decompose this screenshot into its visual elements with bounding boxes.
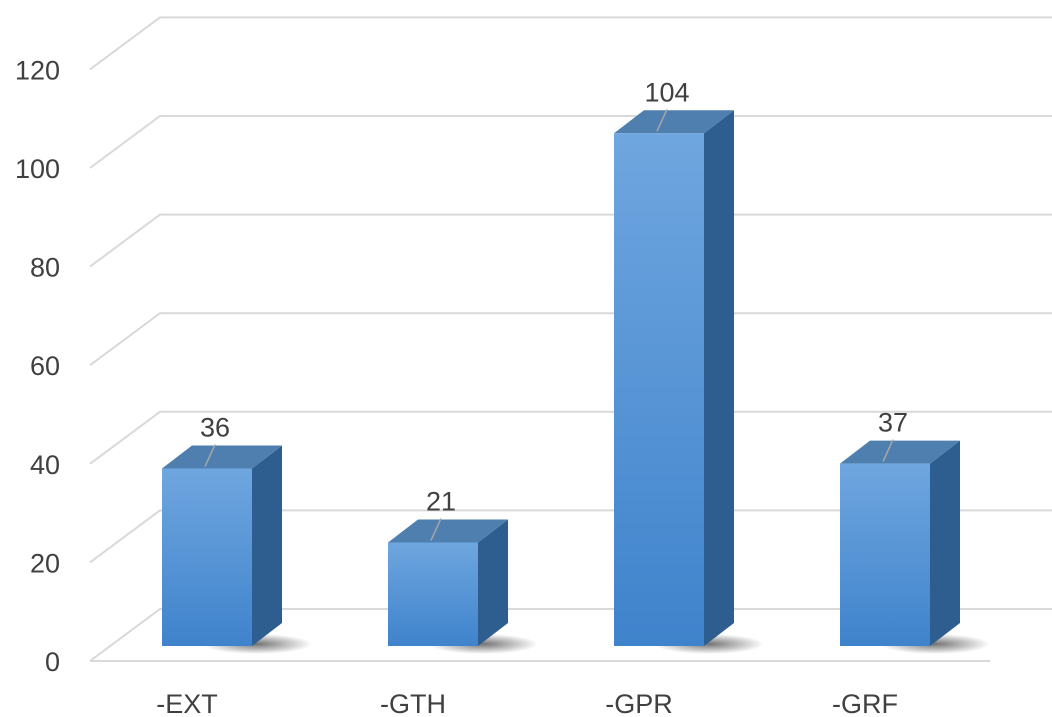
x-category-label: -EXT [156,689,218,717]
y-tick-label: 80 [30,253,60,283]
gridline [89,312,1052,367]
y-axis-ticks: 0 20 40 60 80 100 120 [15,55,60,677]
bar-top [614,110,734,134]
bar-group [388,519,538,654]
gridline [89,213,1052,268]
bar-side [252,445,282,646]
bar-front [388,542,478,646]
bar-front [162,468,252,646]
y-tick-label: 60 [30,351,60,381]
y-tick-label: 120 [15,55,60,85]
data-label: 104 [644,77,689,107]
gridline [89,16,1052,71]
bar-side [478,519,508,646]
y-tick-label: 40 [30,450,60,480]
data-label-leader [882,439,894,462]
x-category-label: -GRF [832,689,898,717]
gridline [89,410,1052,465]
bar-top [162,445,282,469]
bar-group [840,440,990,654]
data-label: 36 [200,413,230,443]
bar-front [614,133,704,646]
gridlines [89,16,1052,662]
gridline [89,115,1052,169]
data-label-leader [430,518,442,541]
bar-top [388,519,508,543]
data-label: 37 [878,408,908,438]
y-tick-label: 20 [30,548,60,578]
data-label-leader [204,444,216,467]
data-label-leader [656,108,668,132]
x-axis-categories: -EXT -GTH -GPR -GRF [156,689,898,717]
bar-group [162,445,312,654]
x-category-label: -GPR [605,689,673,717]
data-label: 21 [426,486,456,516]
y-tick-label: 0 [45,647,60,677]
gridline [89,509,1052,564]
gridline [89,608,1052,662]
bar-front [840,463,930,646]
bar-top [840,440,960,464]
bars [162,110,990,654]
data-labels: 36 21 104 37 [200,77,908,541]
y-tick-label: 100 [15,154,60,184]
bar-side [704,110,734,646]
bar-group [614,110,764,654]
bar-side [930,440,960,646]
x-category-label: -GTH [380,689,446,717]
